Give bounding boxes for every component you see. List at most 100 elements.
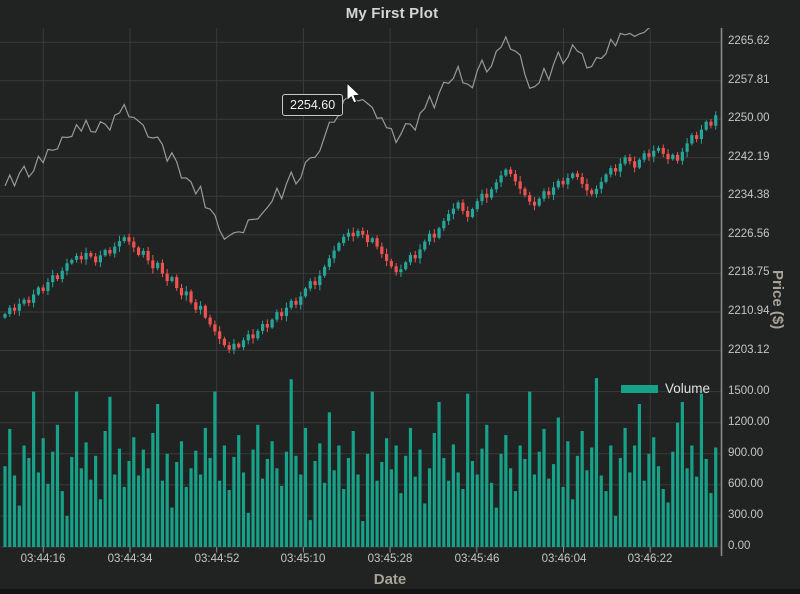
candle-body bbox=[146, 251, 150, 261]
volume-bar bbox=[165, 453, 169, 547]
candle-body bbox=[513, 174, 517, 182]
candle-body bbox=[265, 324, 269, 328]
volume-bar bbox=[175, 462, 179, 547]
candle-body bbox=[108, 250, 112, 254]
volume-bar bbox=[661, 489, 665, 547]
candle-body bbox=[475, 201, 479, 210]
volume-bar bbox=[461, 489, 465, 547]
candle-body bbox=[442, 220, 446, 229]
volume-bar bbox=[41, 438, 45, 547]
candle-body bbox=[327, 258, 331, 267]
volume-bar bbox=[451, 444, 455, 547]
candle-body bbox=[637, 159, 642, 168]
volume-bar bbox=[361, 521, 365, 547]
volume-bar bbox=[389, 469, 393, 547]
candle-body bbox=[604, 174, 608, 182]
volume-swatch-icon bbox=[621, 384, 658, 393]
candle-body bbox=[136, 247, 141, 255]
candle-body bbox=[361, 230, 365, 235]
volume-bar bbox=[141, 449, 145, 547]
candle-body bbox=[599, 181, 603, 189]
volume-bar bbox=[151, 433, 155, 547]
candle-body bbox=[652, 150, 656, 157]
candle-body bbox=[12, 307, 17, 311]
price-tick-label: 2203.12 bbox=[728, 344, 770, 356]
volume-bar bbox=[542, 428, 546, 547]
candle-body bbox=[346, 232, 351, 237]
volume-tick-label: 1500.00 bbox=[728, 385, 770, 397]
price-tick-label: 2250.00 bbox=[728, 112, 770, 124]
candle-body bbox=[432, 233, 436, 238]
candle-body bbox=[375, 238, 379, 247]
volume-bar bbox=[36, 472, 40, 547]
price-tick-label: 2210.94 bbox=[728, 305, 770, 317]
candle-body bbox=[332, 250, 336, 259]
candle-body bbox=[270, 319, 274, 328]
volume-bar bbox=[528, 391, 532, 547]
candle-body bbox=[318, 275, 322, 286]
time-tick-label: 03:46:22 bbox=[627, 553, 673, 565]
candle-body bbox=[489, 189, 494, 198]
candle-body bbox=[551, 187, 556, 195]
candle-body bbox=[232, 343, 236, 350]
candle-body bbox=[74, 255, 79, 260]
candle-body bbox=[385, 254, 389, 261]
candle-body bbox=[680, 151, 684, 161]
volume-bar bbox=[413, 476, 417, 547]
volume-bar bbox=[251, 449, 255, 547]
volume-bar bbox=[695, 476, 699, 547]
candle-body bbox=[60, 270, 64, 280]
volume-bar bbox=[237, 435, 241, 547]
volume-bar bbox=[227, 490, 231, 547]
candle-body bbox=[284, 307, 289, 317]
candle-body bbox=[585, 183, 589, 191]
volume-bar bbox=[561, 486, 565, 547]
candle-body bbox=[203, 305, 207, 318]
volume-bar bbox=[22, 445, 26, 547]
volume-bar bbox=[260, 478, 265, 547]
volume-bar bbox=[232, 456, 236, 547]
candle-body bbox=[623, 157, 627, 164]
volume-bar bbox=[294, 455, 298, 547]
candle-body bbox=[294, 300, 298, 305]
volume-bar bbox=[270, 441, 274, 547]
candle-body bbox=[313, 281, 317, 285]
candle-body bbox=[194, 302, 198, 310]
legend-volume[interactable]: Volume bbox=[621, 381, 710, 396]
candle-body bbox=[189, 291, 193, 303]
volume-bar bbox=[342, 489, 346, 547]
candle-body bbox=[423, 241, 427, 250]
volume-bar bbox=[675, 422, 680, 547]
volume-bar bbox=[485, 424, 489, 547]
candle-body bbox=[342, 236, 346, 244]
volume-bar bbox=[609, 445, 613, 547]
candle-body bbox=[628, 157, 632, 162]
candle-body bbox=[504, 169, 508, 176]
candle-body bbox=[685, 143, 689, 152]
volume-bar bbox=[113, 474, 117, 547]
price-line-series bbox=[4, 28, 651, 241]
volume-bar bbox=[322, 482, 327, 547]
volume-bar bbox=[494, 507, 498, 547]
volume-bar bbox=[179, 441, 184, 547]
volume-bar bbox=[89, 479, 93, 547]
volume-bar bbox=[60, 491, 64, 547]
volume-bar bbox=[671, 451, 675, 547]
candle-body bbox=[609, 168, 613, 175]
volume-bar bbox=[208, 457, 212, 547]
candle-body bbox=[408, 254, 413, 263]
candle-body bbox=[404, 262, 408, 270]
volume-bar bbox=[470, 461, 475, 547]
candle-body bbox=[675, 154, 680, 161]
candle-body bbox=[370, 238, 374, 243]
volume-bar bbox=[70, 456, 74, 547]
volume-bar bbox=[132, 437, 136, 547]
volume-bar bbox=[308, 520, 312, 547]
candle-body bbox=[556, 180, 560, 188]
volume-bar bbox=[246, 512, 250, 547]
volume-bar bbox=[241, 472, 246, 547]
volume-tick-label: 600.00 bbox=[728, 478, 764, 490]
volume-bar bbox=[456, 472, 460, 547]
volume-bar bbox=[84, 442, 88, 547]
